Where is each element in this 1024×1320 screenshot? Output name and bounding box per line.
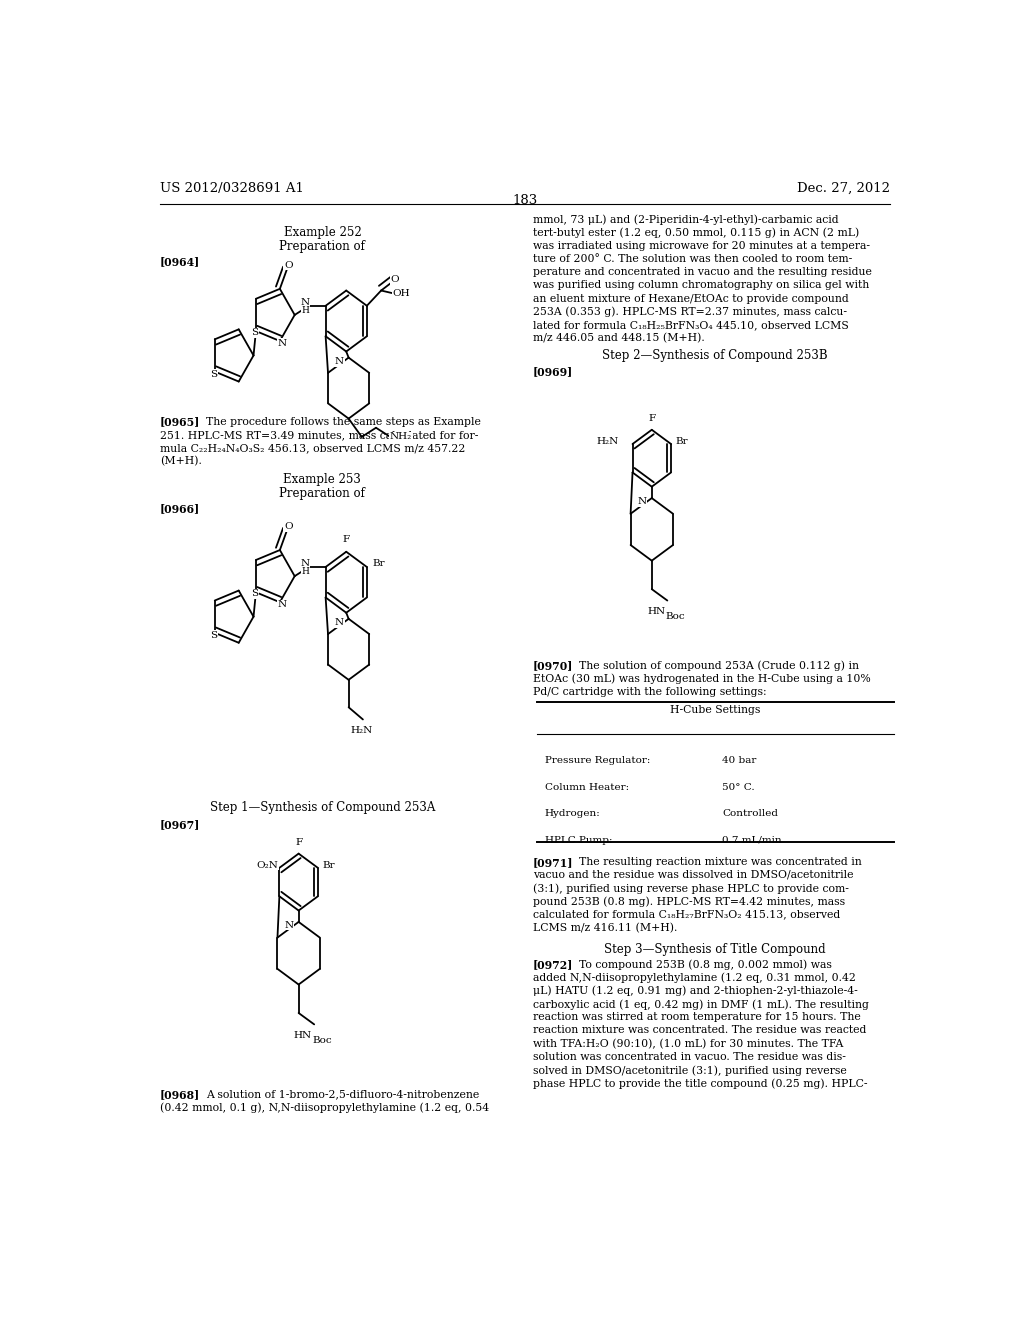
Text: 40 bar: 40 bar [722,756,757,766]
Text: pound 253B (0.8 mg). HPLC-MS RT=4.42 minutes, mass: pound 253B (0.8 mg). HPLC-MS RT=4.42 min… [532,896,845,907]
Text: (M+H).: (M+H). [160,457,202,466]
Text: perature and concentrated in vacuo and the resulting residue: perature and concentrated in vacuo and t… [532,267,871,277]
Text: LCMS m/z 416.11 (M+H).: LCMS m/z 416.11 (M+H). [532,923,677,933]
Text: [0966]: [0966] [160,503,200,513]
Text: added N,N-diisopropylethylamine (1.2 eq, 0.31 mmol, 0.42: added N,N-diisopropylethylamine (1.2 eq,… [532,973,856,983]
Text: N: N [278,601,287,609]
Text: HN: HN [294,1031,312,1040]
Text: Example 252: Example 252 [284,227,361,239]
Text: The solution of compound 253A (Crude 0.112 g) in: The solution of compound 253A (Crude 0.1… [579,660,859,671]
Text: Example 253: Example 253 [284,474,361,487]
Text: [0972]: [0972] [532,960,573,970]
Text: A solution of 1-bromo-2,5-difluoro-4-nitrobenzene: A solution of 1-bromo-2,5-difluoro-4-nit… [206,1089,479,1100]
Text: Br: Br [323,861,335,870]
Text: 251. HPLC-MS RT=3.49 minutes, mass calculated for for-: 251. HPLC-MS RT=3.49 minutes, mass calcu… [160,430,478,440]
Text: Step 1—Synthesis of Compound 253A: Step 1—Synthesis of Compound 253A [210,801,435,813]
Text: F: F [295,838,302,846]
Text: S: S [251,329,258,337]
Text: Preparation of: Preparation of [280,240,366,252]
Text: S: S [210,370,217,379]
Text: H₂N: H₂N [597,437,620,446]
Text: [0968]: [0968] [160,1089,200,1101]
Text: mmol, 73 μL) and (2-Piperidin-4-yl-ethyl)-carbamic acid: mmol, 73 μL) and (2-Piperidin-4-yl-ethyl… [532,214,839,224]
Text: reaction mixture was concentrated. The residue was reacted: reaction mixture was concentrated. The r… [532,1026,866,1035]
Text: mula C₂₂H₂₄N₄O₃S₂ 456.13, observed LCMS m/z 457.22: mula C₂₂H₂₄N₄O₃S₂ 456.13, observed LCMS … [160,444,465,453]
Text: μL) HATU (1.2 eq, 0.91 mg) and 2-thiophen-2-yl-thiazole-4-: μL) HATU (1.2 eq, 0.91 mg) and 2-thiophe… [532,986,857,997]
Text: Br: Br [676,437,688,446]
Text: N: N [301,560,310,569]
Text: with TFA:H₂O (90:10), (1.0 mL) for 30 minutes. The TFA: with TFA:H₂O (90:10), (1.0 mL) for 30 mi… [532,1039,843,1049]
Text: HN: HN [647,607,666,616]
Text: (3:1), purified using reverse phase HPLC to provide com-: (3:1), purified using reverse phase HPLC… [532,883,849,894]
Text: Preparation of: Preparation of [280,487,366,500]
Text: O: O [284,523,293,531]
Text: solved in DMSO/acetonitrile (3:1), purified using reverse: solved in DMSO/acetonitrile (3:1), purif… [532,1065,847,1076]
Text: N: N [638,498,647,506]
Text: solution was concentrated in vacuo. The residue was dis-: solution was concentrated in vacuo. The … [532,1052,846,1061]
Text: Dec. 27, 2012: Dec. 27, 2012 [797,182,890,195]
Text: N: N [335,618,344,627]
Text: an eluent mixture of Hexane/EtOAc to provide compound: an eluent mixture of Hexane/EtOAc to pro… [532,293,849,304]
Text: was irradiated using microwave for 20 minutes at a tempera-: was irradiated using microwave for 20 mi… [532,240,869,251]
Text: [0964]: [0964] [160,256,200,267]
Text: Step 2—Synthesis of Compound 253B: Step 2—Synthesis of Compound 253B [602,350,828,363]
Text: F: F [343,535,350,544]
Text: N: N [285,921,294,931]
Text: Pd/C cartridge with the following settings:: Pd/C cartridge with the following settin… [532,686,766,697]
Text: N: N [278,339,287,348]
Text: S: S [251,589,258,598]
Text: H-Cube Settings: H-Cube Settings [670,705,761,715]
Text: OH: OH [392,289,411,298]
Text: Step 3—Synthesis of Title Compound: Step 3—Synthesis of Title Compound [604,942,826,956]
Text: reaction was stirred at room temperature for 15 hours. The: reaction was stirred at room temperature… [532,1012,860,1022]
Text: US 2012/0328691 A1: US 2012/0328691 A1 [160,182,304,195]
Text: O₂N: O₂N [256,861,279,870]
Text: N: N [301,298,310,308]
Text: tert-butyl ester (1.2 eq, 0.50 mmol, 0.115 g) in ACN (2 mL): tert-butyl ester (1.2 eq, 0.50 mmol, 0.1… [532,227,859,238]
Text: 183: 183 [512,194,538,207]
Text: H: H [301,568,309,576]
Text: H₂N: H₂N [350,726,373,735]
Text: O: O [284,261,293,269]
Text: The procedure follows the same steps as Example: The procedure follows the same steps as … [206,417,480,426]
Text: Controlled: Controlled [722,809,778,818]
Text: 253A (0.353 g). HPLC-MS RT=2.37 minutes, mass calcu-: 253A (0.353 g). HPLC-MS RT=2.37 minutes,… [532,306,847,317]
Text: HPLC Pump:: HPLC Pump: [545,836,612,845]
Text: [0967]: [0967] [160,818,200,830]
Text: Column Heater:: Column Heater: [545,783,629,792]
Text: 50° C.: 50° C. [722,783,755,792]
Text: EtOAc (30 mL) was hydrogenated in the H-Cube using a 10%: EtOAc (30 mL) was hydrogenated in the H-… [532,673,870,684]
Text: O: O [390,276,399,284]
Text: 0.7 mL/min: 0.7 mL/min [722,836,782,845]
Text: [0969]: [0969] [532,366,573,376]
Text: The resulting reaction mixture was concentrated in: The resulting reaction mixture was conce… [579,857,861,867]
Text: Hydrogen:: Hydrogen: [545,809,600,818]
Text: Boc: Boc [312,1035,332,1044]
Text: Pressure Regulator:: Pressure Regulator: [545,756,650,766]
Text: carboxylic acid (1 eq, 0.42 mg) in DMF (1 mL). The resulting: carboxylic acid (1 eq, 0.42 mg) in DMF (… [532,999,868,1010]
Text: H: H [301,306,309,315]
Text: ture of 200° C. The solution was then cooled to room tem-: ture of 200° C. The solution was then co… [532,253,852,264]
Text: [0965]: [0965] [160,417,200,428]
Text: Br: Br [373,560,385,569]
Text: was purified using column chromatography on silica gel with: was purified using column chromatography… [532,280,869,290]
Text: [0971]: [0971] [532,857,573,867]
Text: N: N [335,358,344,366]
Text: (0.42 mmol, 0.1 g), N,N-diisopropylethylamine (1.2 eq, 0.54: (0.42 mmol, 0.1 g), N,N-diisopropylethyl… [160,1102,488,1113]
Text: m/z 446.05 and 448.15 (M+H).: m/z 446.05 and 448.15 (M+H). [532,333,705,343]
Text: lated for formula C₁₈H₂₅BrFN₃O₄ 445.10, observed LCMS: lated for formula C₁₈H₂₅BrFN₃O₄ 445.10, … [532,319,849,330]
Text: NH₂: NH₂ [390,433,412,441]
Text: F: F [648,414,655,422]
Text: vacuo and the residue was dissolved in DMSO/acetonitrile: vacuo and the residue was dissolved in D… [532,870,853,880]
Text: phase HPLC to provide the title compound (0.25 mg). HPLC-: phase HPLC to provide the title compound… [532,1078,867,1089]
Text: To compound 253B (0.8 mg, 0.002 mmol) was: To compound 253B (0.8 mg, 0.002 mmol) wa… [579,960,831,970]
Text: Boc: Boc [666,611,685,620]
Text: calculated for formula C₁₈H₂₇BrFN₃O₂ 415.13, observed: calculated for formula C₁₈H₂₇BrFN₃O₂ 415… [532,909,840,920]
Text: [0970]: [0970] [532,660,573,672]
Text: S: S [210,631,217,640]
